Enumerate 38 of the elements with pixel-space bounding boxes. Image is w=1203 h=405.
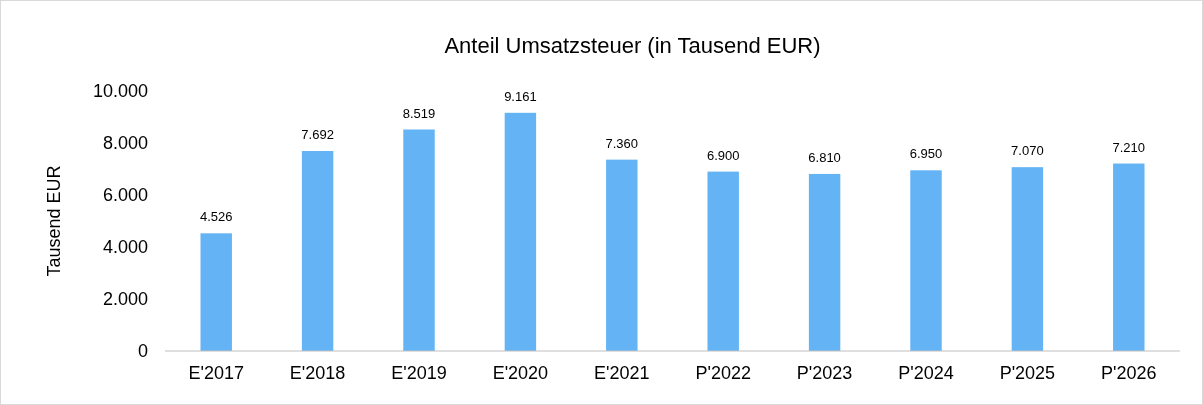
data-label: 9.161 — [504, 88, 537, 104]
x-tick-label: P'2022 — [695, 363, 751, 383]
x-tick-label: P'2024 — [898, 363, 954, 383]
x-tick-label: E'2021 — [594, 363, 650, 383]
y-tick-label: 2.000 — [102, 289, 148, 310]
bar — [403, 129, 435, 351]
bar — [301, 151, 334, 351]
data-label: 6.950 — [909, 146, 943, 162]
chart-title: Anteil Umsatzsteuer (in Tausend EUR) — [444, 33, 821, 58]
data-label: 7.360 — [605, 135, 639, 151]
x-tick-label: E'2017 — [188, 363, 244, 383]
data-label: 7.070 — [1011, 143, 1044, 159]
bar — [200, 233, 232, 351]
data-label: 6.810 — [808, 149, 841, 165]
data-label: 7.692 — [301, 127, 334, 143]
x-tick-label: P'2023 — [796, 363, 853, 383]
y-tick-label: 10.000 — [92, 81, 148, 102]
bar — [707, 171, 739, 351]
bar — [1113, 163, 1145, 351]
y-tick-label: 4.000 — [102, 237, 148, 258]
y-tick-label: 0 — [137, 341, 148, 362]
y-axis-title: Tausend EUR — [44, 165, 64, 277]
x-tick-label: E'2018 — [289, 363, 346, 383]
x-tick-label: P'2025 — [999, 363, 1056, 383]
bar — [808, 173, 841, 351]
bar — [504, 112, 537, 351]
data-label: 4.526 — [199, 209, 233, 225]
x-tick-label: P'2026 — [1101, 363, 1157, 383]
bar — [606, 159, 638, 351]
bar — [1011, 167, 1044, 351]
data-label: 8.519 — [402, 105, 436, 121]
bar — [910, 170, 942, 351]
data-label: 7.210 — [1112, 139, 1146, 155]
x-tick-label: E'2020 — [492, 363, 549, 383]
y-tick-label: 6.000 — [102, 185, 148, 206]
data-label: 6.900 — [706, 147, 740, 163]
y-tick-label: 8.000 — [102, 133, 148, 154]
x-tick-label: E'2019 — [391, 363, 447, 383]
